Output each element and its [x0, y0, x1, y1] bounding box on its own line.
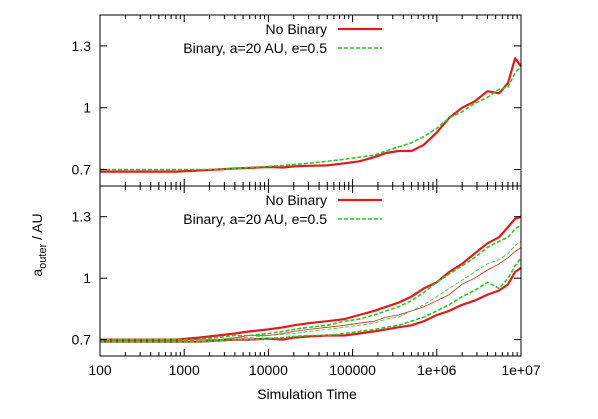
series-line-1 [100, 57, 522, 173]
y-tick-label: 0.7 [72, 332, 92, 348]
series-line-6 [100, 240, 522, 342]
y-axis-label: aouter / AU [29, 213, 49, 276]
x-tick-label: 100000 [329, 362, 376, 378]
x-tick-label: 1e+07 [501, 362, 541, 378]
top-panel: 0.7 1 1.3 No Binary Binary, a=20 AU, e=0.5 [72, 14, 522, 187]
bottom-panel: 0.7 1 1.3 100 1000 10000 100000 1e+06 1e+07 No Bi… [72, 185, 541, 378]
legend: No Binary Binary, a=20 AU, e=0.5 [183, 192, 382, 227]
series-line-5 [100, 257, 522, 343]
y-tick-label: 1.3 [72, 209, 92, 225]
x-tick-label: 1000 [169, 362, 200, 378]
series-line-2 [100, 266, 522, 343]
y-tick-label: 1.3 [72, 38, 92, 54]
legend-label: Binary, a=20 AU, e=0.5 [183, 40, 327, 56]
y-axis-label-subscript: outer [37, 243, 49, 268]
legend: No Binary Binary, a=20 AU, e=0.5 [183, 21, 382, 56]
series-line-4 [100, 224, 522, 341]
y-tick-label: 1 [83, 270, 91, 286]
y-tick-label: 1 [83, 100, 91, 116]
legend-label: No Binary [266, 192, 327, 208]
y-axis-label-unit: / AU [29, 213, 45, 243]
x-tick-label: 100 [88, 362, 112, 378]
plot-frame [99, 185, 522, 357]
x-axis-label: Simulation Time [257, 386, 357, 402]
legend-label: No Binary [266, 21, 327, 37]
x-tick-label: 10000 [249, 362, 288, 378]
series-line-2 [100, 65, 522, 171]
y-tick-label: 0.7 [72, 162, 92, 178]
series-line-1 [100, 215, 522, 341]
legend-label: Binary, a=20 AU, e=0.5 [183, 211, 327, 227]
x-tick-label: 1e+06 [417, 362, 457, 378]
